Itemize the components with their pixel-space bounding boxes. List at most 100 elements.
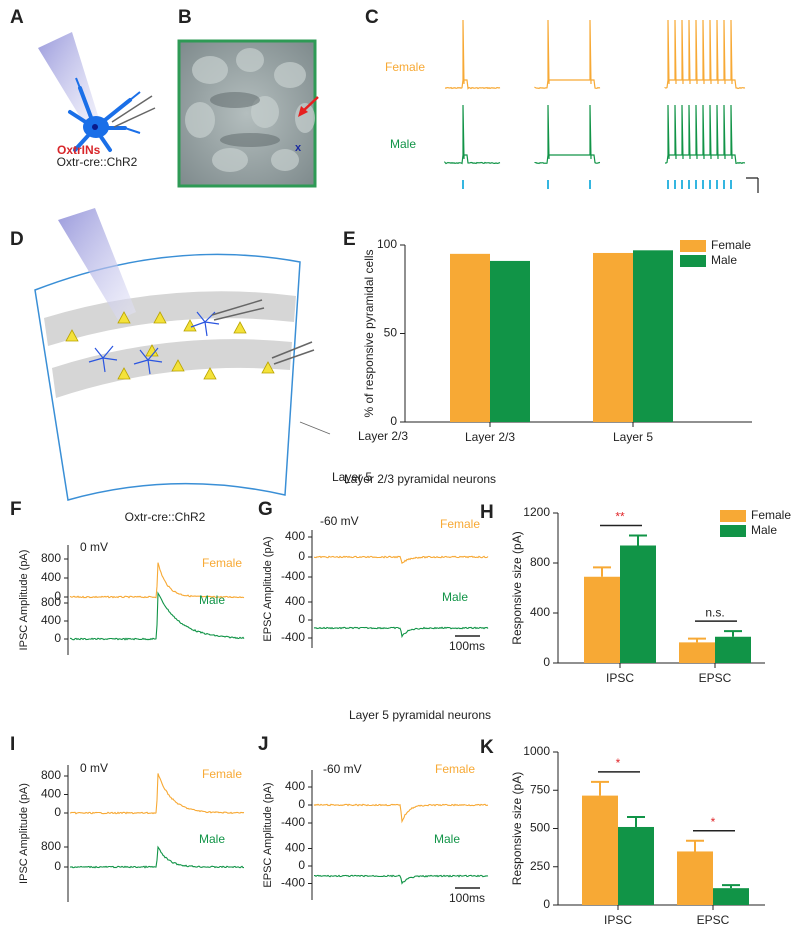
cell-label: OxtrINs [57, 143, 101, 157]
y-axis-label: Responsive size (pA) [510, 772, 524, 885]
current-trace [69, 773, 245, 815]
y-axis-label: IPSC Amplitude (pA) [18, 783, 30, 884]
error-bar [627, 816, 645, 827]
trace-label: Male [442, 590, 468, 604]
micrograph: x [177, 39, 319, 188]
trace-label: Female [202, 767, 242, 781]
y-tick-label: 800 [41, 768, 61, 782]
y-tick-label: 0 [298, 549, 305, 563]
svg-text:x: x [295, 142, 302, 154]
y-tick-label: 0 [543, 655, 550, 669]
error-bar [591, 780, 609, 796]
y-tick-label: 800 [41, 839, 61, 853]
y-tick-label: 1200 [523, 505, 550, 519]
y-tick-label: 400 [285, 594, 305, 608]
error-bar [688, 637, 706, 643]
y-tick-label: -400 [281, 569, 305, 583]
spike-trace [444, 104, 501, 165]
error-bar [593, 566, 611, 577]
legend-swatch [720, 510, 746, 522]
y-tick-label: 750 [530, 782, 550, 796]
trace-label: Male [199, 593, 225, 607]
current-trace [69, 591, 245, 641]
spike-trace [534, 19, 601, 90]
current-trace [314, 555, 489, 564]
holding-potential: -60 mV [323, 762, 362, 776]
bar [450, 253, 490, 422]
y-tick-label: 0 [54, 589, 61, 603]
y-tick-label: -400 [281, 630, 305, 644]
legend-label: Male [751, 523, 777, 537]
panel-label: E [343, 229, 356, 250]
y-tick-label: 800 [41, 551, 61, 565]
legend-swatch [720, 525, 746, 537]
trace-label: Female [202, 556, 242, 570]
legend-swatch [680, 240, 706, 252]
y-tick-label: 50 [384, 326, 398, 340]
spike-trace [444, 19, 501, 90]
trace-label: Female [435, 762, 475, 776]
panel-label: A [10, 7, 24, 28]
x-tick-label: Layer 2/3 [465, 430, 515, 444]
neuron-diagram: OxtrINs Oxtr-cre::ChR2 [38, 32, 156, 169]
error-bar [722, 884, 740, 889]
y-tick-label: 1000 [523, 744, 550, 758]
current-trace [69, 562, 245, 599]
y-tick-label: 400 [285, 779, 305, 793]
current-trace [313, 626, 489, 639]
y-tick-label: 0 [298, 797, 305, 811]
x-tick-label: EPSC [697, 913, 730, 927]
legend-label: Male [711, 253, 737, 267]
trace-label: Female [440, 517, 480, 531]
trace-label: Male [434, 832, 460, 846]
panel-label: F [10, 499, 22, 520]
panel-label: H [480, 502, 494, 523]
bar [584, 576, 620, 663]
significance-label: ** [615, 510, 625, 524]
spike-trace [665, 104, 746, 164]
caption: Oxtr-cre::ChR2 [57, 155, 138, 169]
y-axis-label: EPSC Amplitude (pA) [262, 782, 274, 887]
panel-label: D [10, 229, 24, 250]
current-trace [314, 874, 489, 885]
significance-label: n.s. [705, 605, 724, 619]
panel-label: I [10, 734, 15, 755]
y-tick-label: -400 [281, 876, 305, 890]
spike-trace [664, 19, 746, 90]
bar [713, 888, 749, 905]
scale-bar-label: 100ms [449, 639, 485, 653]
bar [582, 795, 618, 905]
layer-label: Layer 2/3 [358, 429, 408, 443]
trace-label: Male [390, 137, 416, 151]
y-tick-label: 0 [54, 805, 61, 819]
panel-label: J [258, 734, 269, 755]
bar [618, 826, 654, 905]
y-axis-label: Responsive size (pA) [510, 531, 524, 644]
y-tick-label: 0 [543, 897, 550, 911]
panel-label: K [480, 737, 494, 758]
y-tick-label: 0 [390, 414, 397, 428]
y-tick-label: -400 [281, 815, 305, 829]
holding-potential: 0 mV [80, 540, 108, 554]
y-tick-label: 800 [530, 555, 550, 569]
x-tick-label: EPSC [699, 671, 732, 685]
y-tick-label: 400 [41, 787, 61, 801]
y-tick-label: 400 [41, 570, 61, 584]
y-axis-label: EPSC Amplitude (pA) [262, 536, 274, 641]
y-tick-label: 400 [41, 613, 61, 627]
layer-label: Layer 5 [332, 470, 372, 484]
significance-label: * [711, 815, 716, 829]
holding-potential: -60 mV [320, 514, 359, 528]
y-tick-label: 800 [41, 595, 61, 609]
y-tick-label: 250 [530, 859, 550, 873]
trace-label: Female [385, 60, 425, 74]
x-tick-label: IPSC [606, 671, 634, 685]
bar [677, 851, 713, 905]
section-title: Layer 5 pyramidal neurons [349, 708, 491, 722]
legend-label: Female [751, 508, 791, 522]
bar [593, 252, 633, 422]
panel-label: B [178, 7, 192, 28]
y-tick-label: 400 [530, 605, 550, 619]
bar [490, 260, 530, 422]
